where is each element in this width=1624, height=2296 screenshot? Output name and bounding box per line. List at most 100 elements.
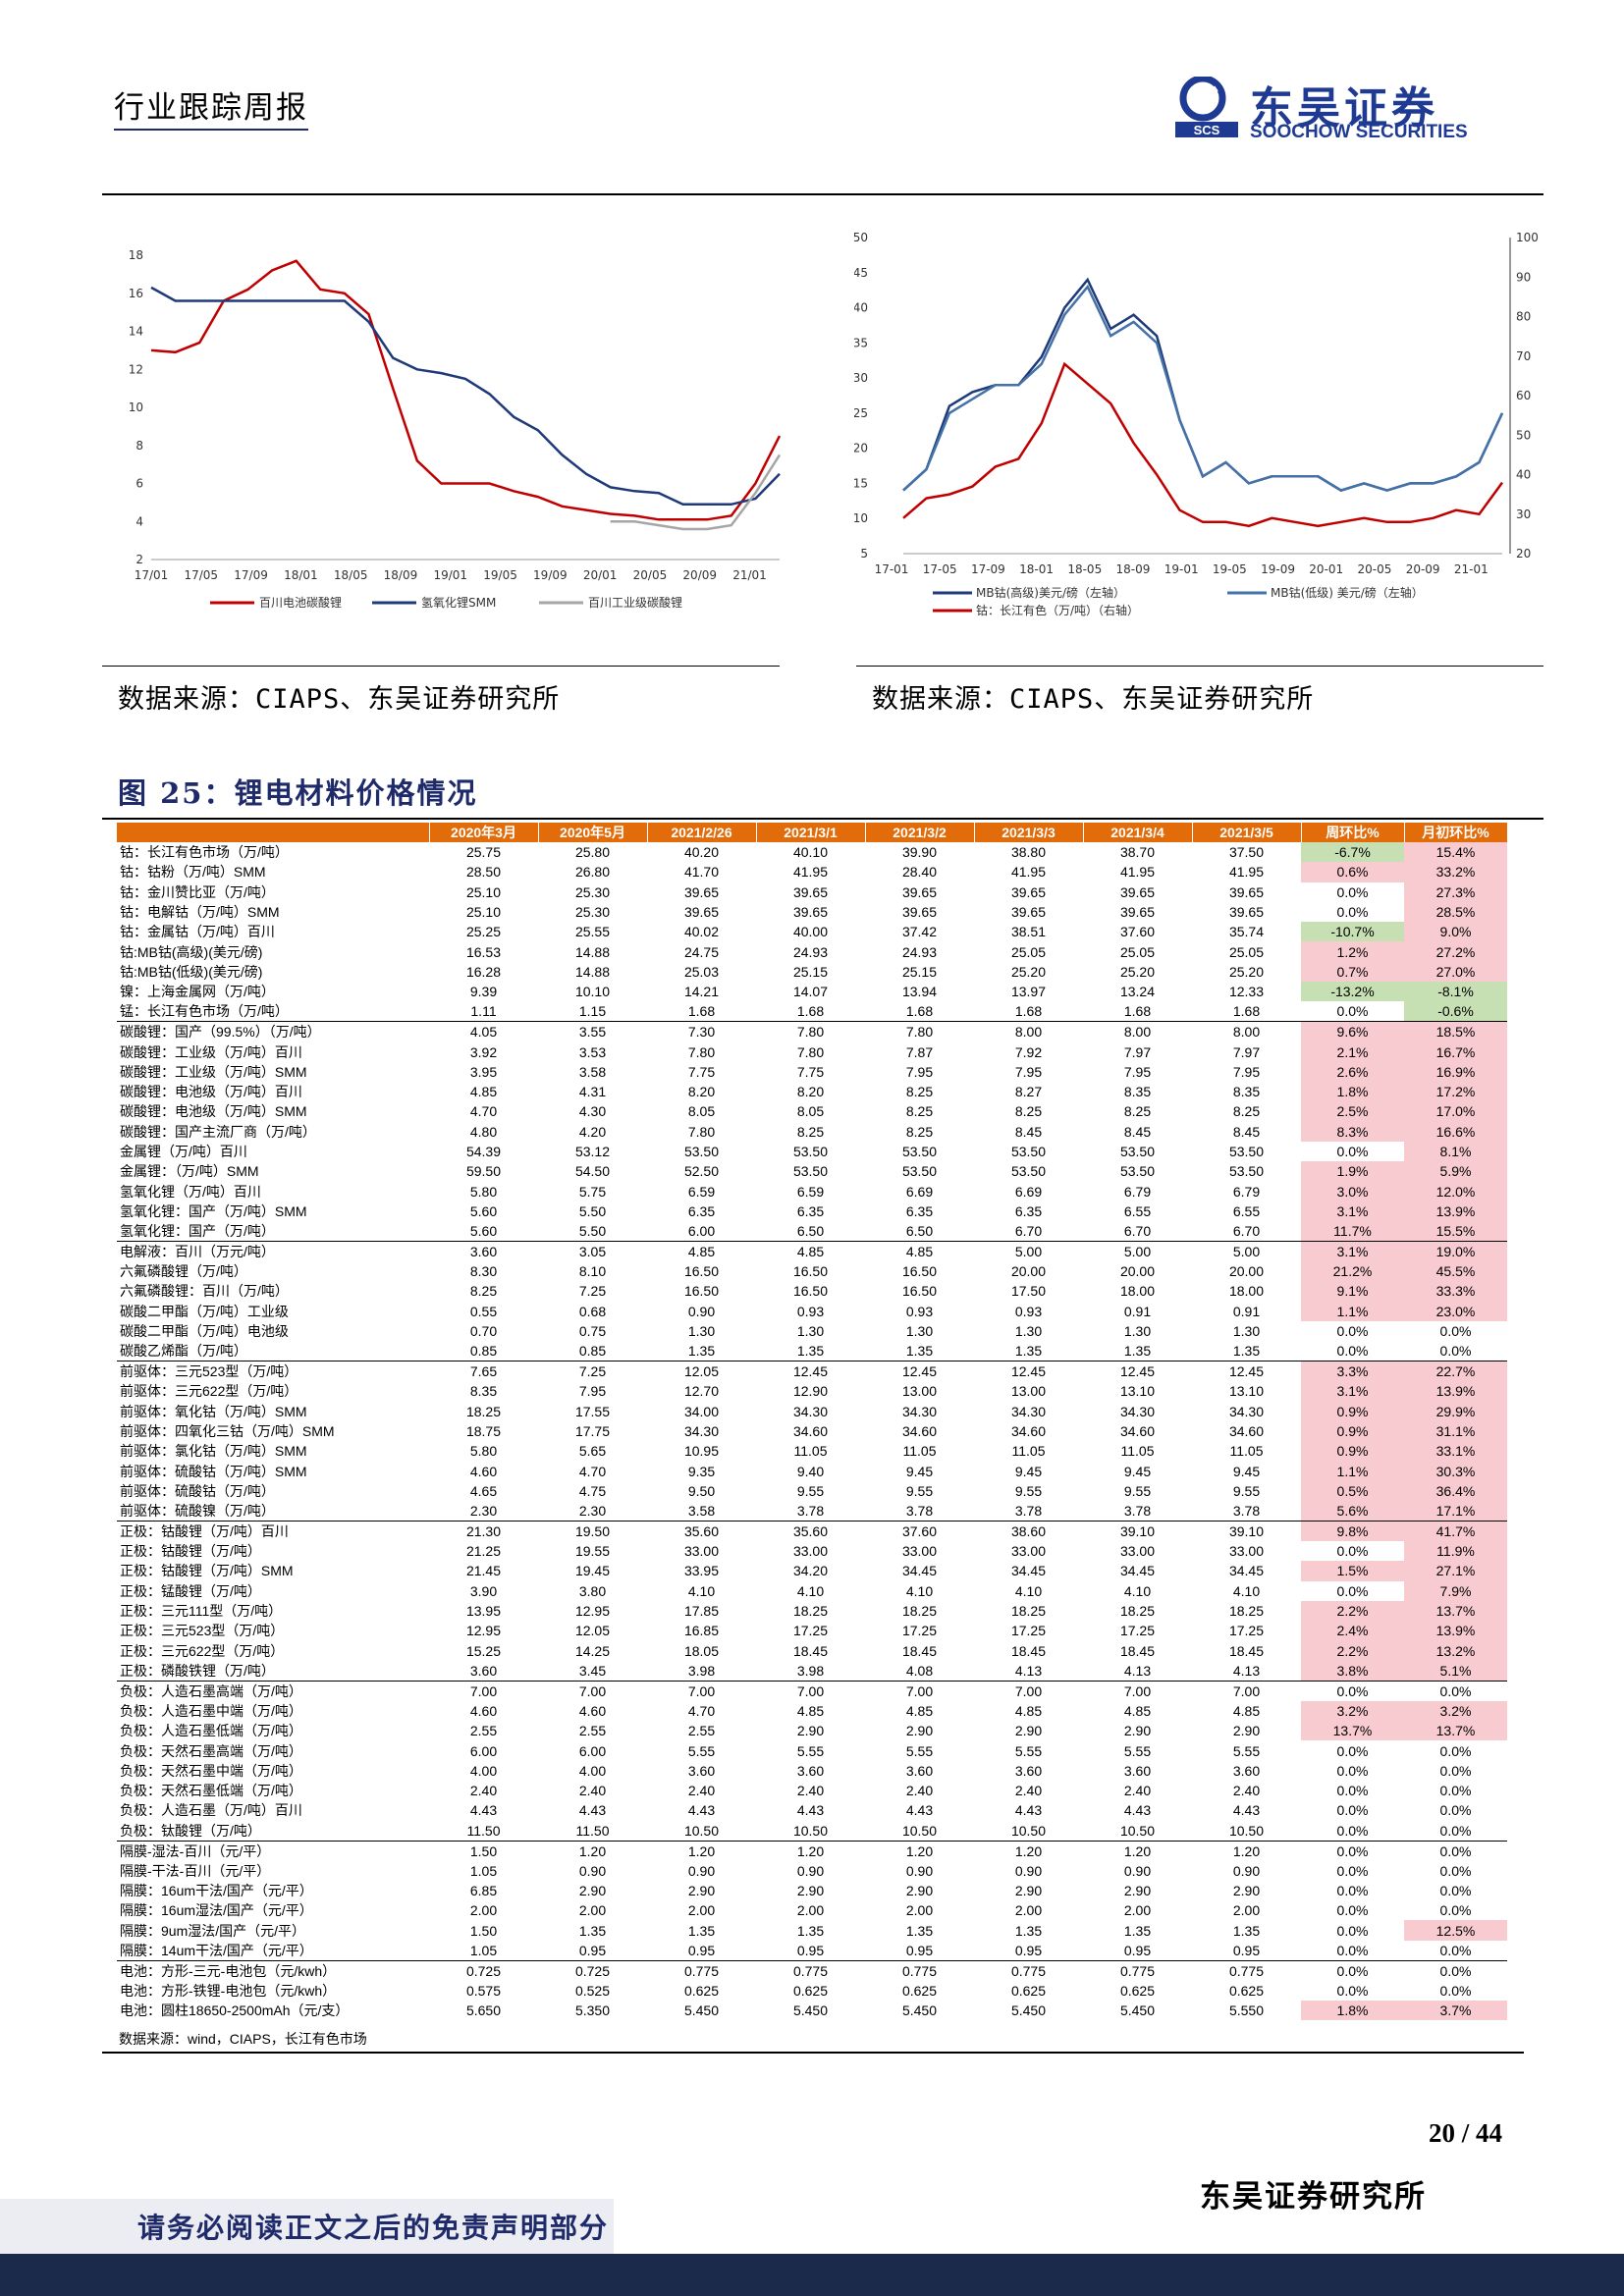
price-cell: 9.40 bbox=[796, 1463, 825, 1479]
price-cell: 6.70 bbox=[1232, 1223, 1261, 1240]
material-name-cell: 隔膜：9um湿法/国产（元/平） bbox=[120, 1922, 306, 1939]
change-cell: 13.9% bbox=[1404, 1381, 1507, 1402]
right-y-tick-label: 60 bbox=[1516, 389, 1531, 402]
price-cell: 4.85 bbox=[865, 1241, 974, 1262]
price-cell: 54.39 bbox=[465, 1144, 502, 1159]
price-cell: 17.25 bbox=[1119, 1623, 1156, 1639]
left-y-tick-label: 50 bbox=[854, 231, 868, 244]
price-cell: 40.02 bbox=[683, 924, 720, 940]
disclaimer-bar bbox=[0, 2199, 614, 2254]
price-cell: 53.50 bbox=[1119, 1163, 1156, 1180]
change-cell: 8.3% bbox=[1301, 1121, 1404, 1142]
price-cell: 9.55 bbox=[1123, 1482, 1152, 1499]
price-cell: 0.95 bbox=[1014, 1942, 1043, 1958]
price-cell: 7.95 bbox=[578, 1383, 607, 1400]
price-cell: 2.00 bbox=[469, 1902, 498, 1919]
price-cell: 2.90 bbox=[687, 1883, 716, 1899]
price-cell: 7.92 bbox=[1014, 1043, 1043, 1060]
price-cell: 4.10 bbox=[1232, 1582, 1261, 1599]
price-cell: 3.80 bbox=[578, 1582, 607, 1599]
price-cell: 39.65 bbox=[792, 904, 829, 921]
price-cell: 0.95 bbox=[687, 1942, 716, 1958]
material-name-cell: 隔膜-干法-百川（元/平） bbox=[120, 1862, 271, 1879]
price-cell: 20.00 bbox=[1228, 1263, 1265, 1280]
right-y-tick-label: 40 bbox=[1516, 468, 1531, 482]
price-cell: 4.85 bbox=[469, 1084, 498, 1100]
material-name-cell: 碳酸二甲酯（万/吨）电池级 bbox=[120, 1323, 289, 1340]
price-cell: 0.625 bbox=[683, 1982, 720, 1999]
change-cell: 0.0% bbox=[1301, 1840, 1404, 1861]
price-cell: 39.65 bbox=[1119, 904, 1156, 921]
material-name-cell: 隔膜：14um干法/国产（元/平） bbox=[120, 1942, 313, 1958]
x-tick-label: 19-09 bbox=[1261, 562, 1295, 576]
change-cell: 0.0% bbox=[1439, 1982, 1472, 1999]
change-cell: 27.0% bbox=[1404, 961, 1507, 983]
change-cell: 0.0% bbox=[1301, 1680, 1404, 1701]
price-cell: 1.35 bbox=[1232, 1343, 1261, 1360]
price-cell: 0.90 bbox=[796, 1862, 825, 1879]
price-cell: 8.05 bbox=[687, 1103, 716, 1120]
price-cell: 4.31 bbox=[578, 1084, 607, 1100]
price-cell: 39.65 bbox=[683, 904, 720, 921]
price-cell: 7.65 bbox=[429, 1361, 538, 1382]
change-cell: 3.1% bbox=[1301, 1241, 1404, 1262]
price-cell: 25.20 bbox=[1119, 963, 1156, 980]
price-cell: 2.00 bbox=[1014, 1902, 1043, 1919]
price-cell: 2.30 bbox=[469, 1503, 498, 1520]
price-cell: 5.550 bbox=[1228, 2002, 1265, 2019]
change-cell: 33.3% bbox=[1404, 1281, 1507, 1302]
table-row: 钴：电解钴（万/吨）SMM 25.10 25.30 39.65 39.65 39.65 39… bbox=[117, 901, 1507, 923]
table-row: 碳酸二甲酯（万/吨）电池级 0.70 0.75 1.30 1.30 1.30 1.30 1.3… bbox=[117, 1321, 1507, 1341]
table-row: 氢氧化锂：国产（万/吨） 5.60 5.50 6.00 6.50 6.50 6.70 6.70… bbox=[117, 1221, 1507, 1242]
price-cell: 2.40 bbox=[578, 1783, 607, 1799]
change-cell: 0.0% bbox=[1336, 904, 1369, 921]
change-cell: 5.6% bbox=[1301, 1501, 1404, 1522]
table-row: 氢氧化锂：国产（万/吨）SMM 5.60 5.50 6.35 6.35 6.35 6.35 6… bbox=[117, 1201, 1507, 1222]
change-cell: -8.1% bbox=[1404, 982, 1507, 1002]
price-cell: 1.20 bbox=[974, 1840, 1083, 1861]
price-cell: 37.60 bbox=[865, 1521, 974, 1542]
price-cell: 0.775 bbox=[865, 1959, 974, 1981]
material-name-cell: 前驱体：氧化钴（万/吨）SMM bbox=[120, 1403, 307, 1419]
change-cell: -6.7% bbox=[1301, 842, 1404, 863]
change-cell: 13.7% bbox=[1404, 1721, 1507, 1741]
price-cell: 20.00 bbox=[1119, 1263, 1156, 1280]
price-cell: 7.80 bbox=[756, 1021, 865, 1042]
left-y-tick-label: 10 bbox=[854, 511, 868, 525]
change-cell: 13.7% bbox=[1404, 1600, 1507, 1622]
change-cell: 2.1% bbox=[1301, 1041, 1404, 1062]
change-cell: 0.0% bbox=[1336, 1343, 1369, 1360]
left-y-tick-label: 5 bbox=[860, 547, 868, 561]
material-name-cell: 前驱体：三元523型（万/吨） bbox=[117, 1361, 429, 1382]
price-cell: 39.65 bbox=[901, 904, 938, 921]
price-cell: 0.93 bbox=[796, 1303, 825, 1319]
change-cell: 1.8% bbox=[1301, 1081, 1404, 1102]
material-name-cell: 镍：上海金属网（万/吨） bbox=[120, 984, 275, 1000]
change-cell: 0.0% bbox=[1439, 1883, 1472, 1899]
price-cell: 25.15 bbox=[901, 963, 938, 980]
change-cell: 12.0% bbox=[1404, 1181, 1507, 1201]
price-cell: 7.00 bbox=[974, 1680, 1083, 1701]
price-cell: 8.00 bbox=[974, 1021, 1083, 1042]
price-cell: 17.25 bbox=[1010, 1623, 1047, 1639]
price-cell: 24.93 bbox=[792, 943, 829, 960]
price-cell: 39.90 bbox=[901, 844, 938, 861]
table-header-cell: 2021/3/5 bbox=[1192, 823, 1302, 842]
price-cell: 53.50 bbox=[683, 1144, 720, 1159]
price-cell: 18.25 bbox=[1119, 1603, 1156, 1620]
price-cell: 4.80 bbox=[469, 1123, 498, 1140]
material-name-cell: 隔膜：16um干法/国产（元/平） bbox=[120, 1883, 313, 1899]
price-cell: 4.70 bbox=[469, 1103, 498, 1120]
price-cell: 1.50 bbox=[429, 1840, 538, 1861]
price-cell: 10.10 bbox=[574, 984, 611, 1000]
price-cell: 0.90 bbox=[1232, 1862, 1261, 1879]
price-cell: 2.00 bbox=[796, 1902, 825, 1919]
legend-label: 百川电池碳酸锂 bbox=[259, 595, 342, 610]
price-cell: 4.85 bbox=[1123, 1702, 1152, 1719]
change-cell: 1.5% bbox=[1301, 1561, 1404, 1581]
price-cell: 14.21 bbox=[683, 984, 720, 1000]
x-tick-label: 17/01 bbox=[135, 568, 169, 582]
price-cell: 25.10 bbox=[465, 883, 502, 900]
material-name-cell: 正极：锰酸锂（万/吨） bbox=[120, 1582, 261, 1599]
price-cell: 1.35 bbox=[1014, 1922, 1043, 1939]
